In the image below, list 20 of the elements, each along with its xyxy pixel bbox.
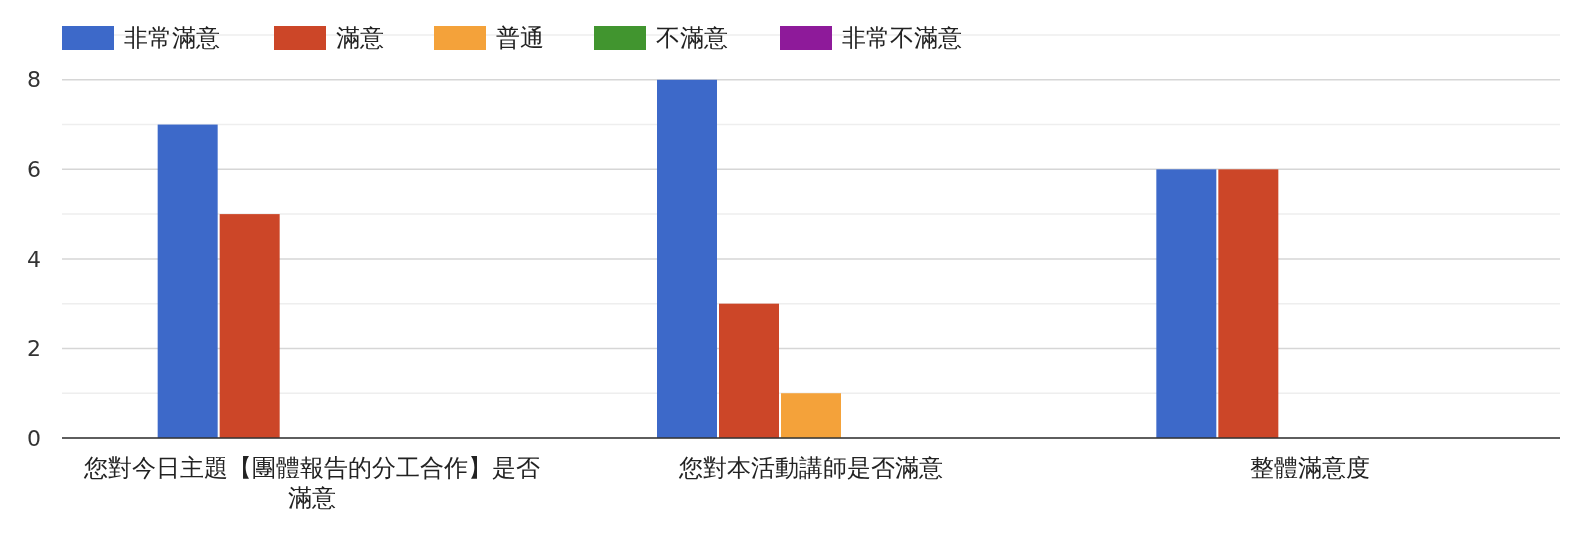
y-tick-label: 4 <box>27 246 41 272</box>
bar <box>781 393 841 438</box>
y-tick-label: 8 <box>27 67 41 93</box>
y-tick-label: 0 <box>27 425 41 451</box>
x-tick-label: 您對今日主題【團體報告的分工合作】是否滿意 <box>82 454 540 512</box>
x-tick-label: 您對本活動講師是否滿意 <box>678 454 943 482</box>
legend-label: 不滿意 <box>656 24 728 53</box>
x-tick-label: 整體滿意度 <box>1250 454 1371 482</box>
bar <box>1218 169 1279 438</box>
legend-label: 非常滿意 <box>124 24 220 53</box>
legend-label: 普通 <box>496 24 544 53</box>
y-tick-label: 6 <box>27 157 41 183</box>
bar <box>719 303 779 438</box>
bar <box>219 214 280 438</box>
bar <box>1156 169 1217 438</box>
legend-label: 滿意 <box>336 24 384 53</box>
bar <box>657 79 717 438</box>
bar <box>157 124 218 438</box>
legend-label: 非常不滿意 <box>842 24 962 53</box>
y-tick-label: 2 <box>27 336 41 362</box>
